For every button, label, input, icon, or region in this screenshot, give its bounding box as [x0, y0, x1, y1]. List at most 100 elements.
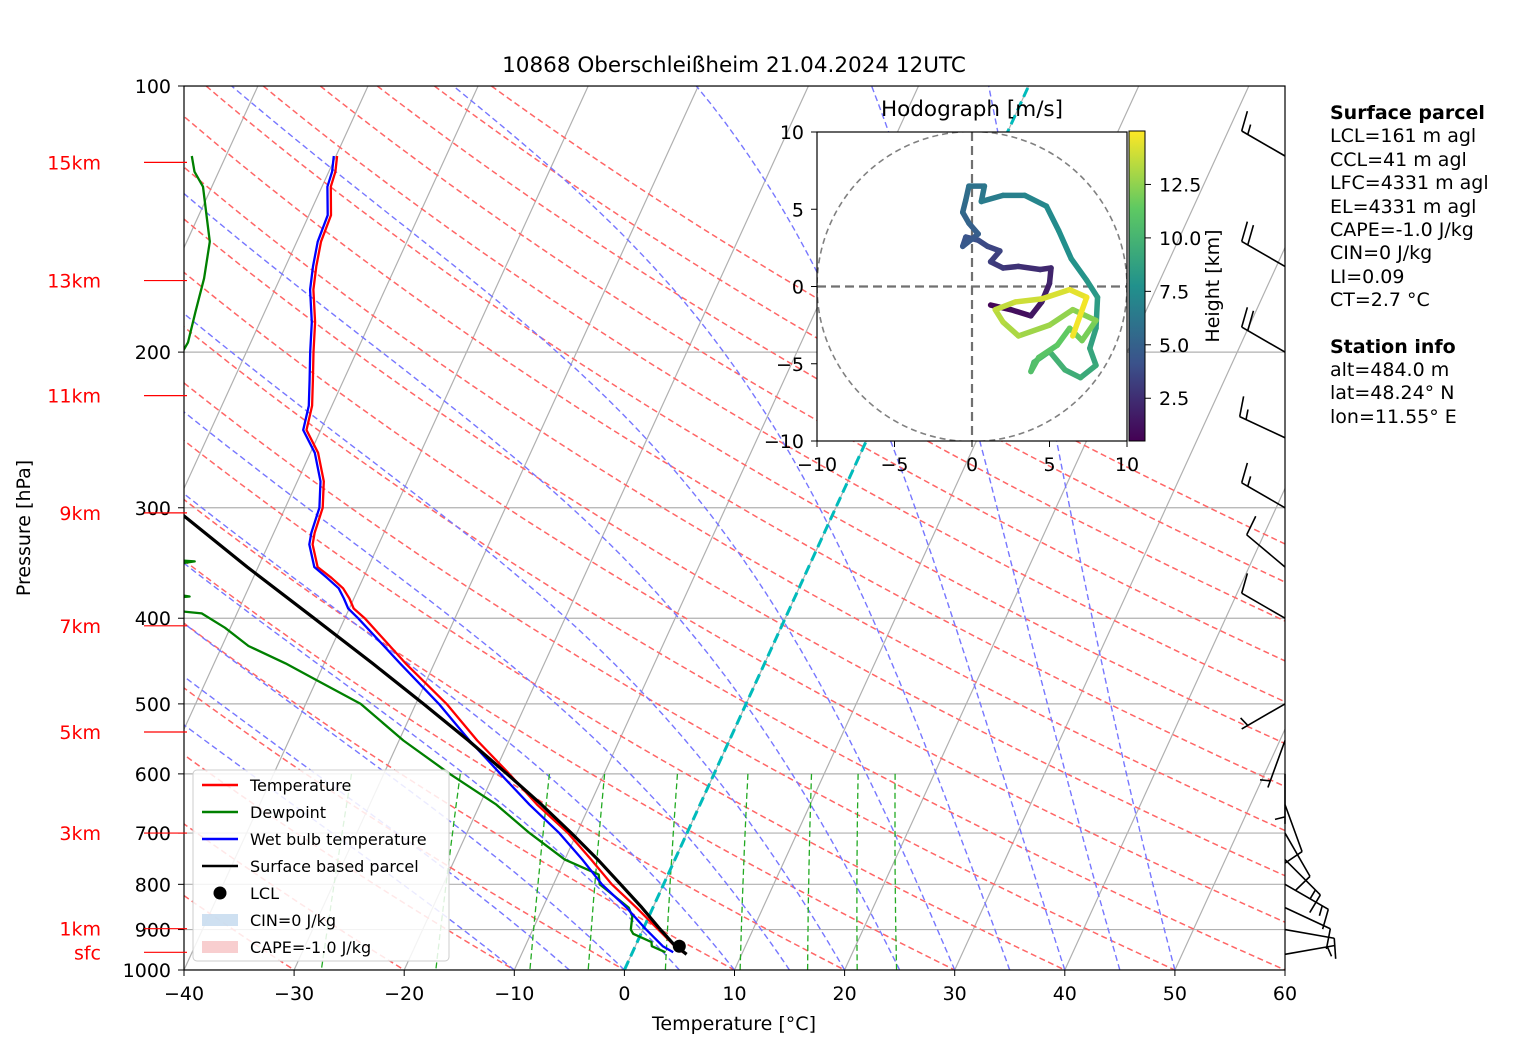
height-label: 9km [59, 503, 101, 525]
hodograph-y-tick-label: −5 [776, 354, 804, 376]
hodograph-segment [1008, 306, 1034, 319]
moist-adiabat-line [231, 86, 956, 970]
isotherm-line [184, 86, 259, 250]
moist-adiabat-line [695, 86, 1066, 970]
height-label: 5km [59, 722, 101, 744]
legend-label-temperature: Temperature [249, 776, 351, 795]
barb-staff [1241, 326, 1286, 353]
surface-based-parcel-line [184, 513, 688, 956]
moist-adiabat-line [184, 312, 846, 970]
dry-adiabat-line [184, 166, 1285, 832]
hodograph-segment [1015, 322, 1053, 339]
legend-box [192, 769, 450, 962]
dry-adiabat-line [184, 271, 1285, 924]
barb-staff [1241, 703, 1286, 730]
station-info-header: Station info [1330, 335, 1456, 358]
hodograph-x-tick-label: 0 [966, 454, 978, 476]
wind-barb [1240, 221, 1286, 268]
moist-adiabat-line [184, 723, 515, 970]
hodograph-segment [1070, 294, 1090, 339]
barb-flag [1325, 928, 1332, 950]
colorbar-tick-label: 5.0 [1159, 335, 1189, 357]
li-value: LI=0.09 [1330, 265, 1405, 288]
legend-label-lcl: LCL [250, 884, 279, 903]
hodograph-x-tick-label: 5 [1043, 454, 1055, 476]
wind-barb [1284, 883, 1330, 930]
y-axis-label: Pressure [hPa] [13, 460, 35, 596]
barb-flag [1318, 905, 1324, 916]
hodograph-segment [992, 299, 1019, 313]
hodograph-segment [978, 192, 1006, 205]
wind-barb [1238, 396, 1286, 439]
y-tick-label: 800 [135, 874, 171, 896]
hodograph-segment [1043, 203, 1062, 234]
station-lon: lon=11.55° E [1330, 405, 1457, 428]
colorbar-tick-label: 7.5 [1159, 281, 1189, 303]
hodograph-segment [1054, 325, 1073, 348]
barb-staff [1284, 928, 1335, 940]
barb-flag [1326, 946, 1333, 957]
barb-staff [1241, 130, 1286, 157]
barb-staff [1241, 482, 1286, 509]
legend-swatch-cape-j-kg [202, 941, 238, 953]
dry-adiabat-line [319, 86, 1285, 662]
x-tick-label: 0 [618, 983, 630, 1005]
hodograph-segment [1039, 286, 1073, 302]
hodograph-segment [1087, 325, 1099, 352]
height-label: 3km [59, 823, 101, 845]
station-lat: lat=48.24° N [1330, 382, 1455, 405]
hodograph-segment [1015, 263, 1043, 273]
barb-flag [1246, 476, 1252, 487]
hodograph-y-tick-label: 10 [780, 122, 804, 144]
mixing-ratio-line [856, 773, 859, 970]
ccl-value: CCL=41 m agl [1330, 148, 1467, 171]
hodograph-segment [1035, 342, 1060, 361]
moist-adiabat-line [184, 411, 791, 970]
legend-label-dewpoint: Dewpoint [250, 803, 326, 822]
y-tick-label: 300 [135, 498, 171, 520]
y-tick-label: 100 [135, 76, 171, 98]
wind-barb [1259, 740, 1286, 788]
moist-adiabat-line [184, 675, 570, 970]
hodograph-x-tick-label: 10 [1115, 454, 1139, 476]
height-label: 13km [47, 271, 101, 293]
wind-barb [1274, 773, 1286, 824]
barb-flag [1309, 894, 1322, 913]
y-tick-label: 400 [135, 608, 171, 630]
wind-barb [1284, 928, 1337, 959]
hodograph-segment [1070, 306, 1099, 324]
hodograph-y-tick-label: 5 [792, 199, 804, 221]
hodograph-segment [1056, 228, 1074, 262]
legend-swatch-lcl [213, 886, 227, 900]
colorbar-tick-label: 12.5 [1159, 174, 1201, 196]
moist-adiabat-line [184, 562, 680, 970]
hodograph-segment [1000, 319, 1022, 339]
barb-flag [1294, 875, 1311, 892]
barb-flag [1246, 124, 1252, 135]
x-tick-label: −30 [274, 983, 314, 1005]
barb-flag [1240, 307, 1249, 328]
barb-flag [1238, 396, 1245, 417]
hodograph-y-tick-label: 0 [792, 277, 804, 299]
lcl-marker [672, 939, 686, 953]
wet-bulb-temperature-line [302, 155, 674, 954]
barb-flag [1245, 409, 1249, 420]
axes: −40 −30 −20 −10 0 10 20 30 40 50 60100200300400500… [47, 76, 1297, 1005]
hodograph-segment [1066, 286, 1090, 301]
lcl-value: LCL=161 m agl [1330, 125, 1477, 148]
ct-value: CT=2.7 °C [1330, 289, 1430, 312]
cin-value: CIN=0 J/kg [1330, 242, 1433, 265]
y-tick-label: 500 [135, 694, 171, 716]
hodograph-segment [959, 231, 981, 250]
colorbar-tick-label: 2.5 [1159, 388, 1189, 410]
y-tick-label: 600 [135, 764, 171, 786]
info-panel: Surface parcel LCL=161 m agl CCL=41 m ag… [1330, 102, 1515, 429]
legend: Temperature Dewpoint Wet bulb temperature S… [192, 769, 450, 962]
hodograph-segment [1077, 362, 1099, 381]
hodograph-segment [1028, 299, 1045, 319]
barb-flag [1321, 909, 1330, 930]
hodograph-segment [1046, 348, 1068, 373]
barb-flag [1284, 850, 1303, 864]
barb-flag [1246, 310, 1255, 331]
barb-staff [1267, 740, 1286, 788]
